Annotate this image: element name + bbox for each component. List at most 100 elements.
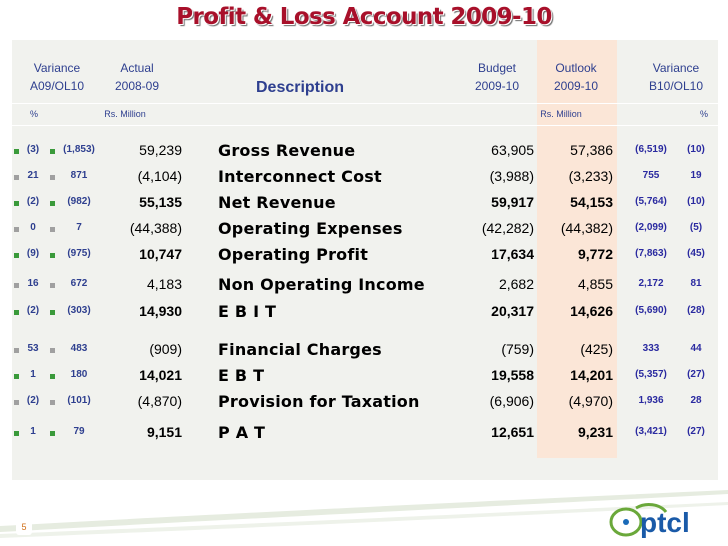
variance-percent-right: (28) [687,305,705,316]
row-indicator-icon [14,283,19,288]
row-description: Provision for Taxation [218,392,420,411]
outlook-value: 4,855 [577,276,613,292]
row-indicator-icon [50,348,55,353]
budget-value: 19,558 [491,367,534,383]
budget-value: (759) [501,341,534,357]
actual-value: (44,388) [129,220,182,236]
outlook-value: 9,772 [577,246,613,262]
header-outlook-period: 2009-10 [553,79,599,93]
budget-value: 17,634 [491,246,534,262]
variance-percent-right: 81 [690,278,702,289]
actual-value: 59,239 [139,142,182,158]
variance-amount-left: (975) [67,248,91,259]
table-row: 53 483 (909) Financial Charges (759) (425) 333… [0,340,728,362]
variance-percent-left: 1 [30,369,36,380]
page-title: Profit & Loss Account 2009-10 [176,4,552,30]
header-divider [12,103,718,104]
unit-rs-million-left: Rs. Million [104,109,146,119]
actual-value: 4,183 [146,276,182,292]
unit-percent-left: % [29,109,38,119]
actual-value: 14,930 [139,303,182,319]
variance-percent-left: (3) [26,144,40,155]
row-description: P A T [218,423,266,442]
variance-percent-left: 1 [30,426,36,437]
variance-percent-right: 19 [690,170,702,181]
variance-percent-left: 53 [27,343,39,354]
table-row: (2) (982) 55,135 Net Revenue 59,917 54,153 (5,… [0,193,728,215]
row-description: Net Revenue [218,193,336,212]
header-variance-left-period: A09/OL10 [29,79,85,93]
row-description: Non Operating Income [218,275,425,294]
variance-amount-left: (1,853) [63,144,95,155]
outlook-value: (4,970) [568,393,613,409]
row-indicator-icon [50,283,55,288]
unit-percent-right: % [699,109,708,119]
row-indicator-icon [50,253,55,258]
variance-percent-right: (10) [687,196,705,207]
actual-value: 9,151 [146,424,182,440]
variance-amount-right: (3,421) [635,426,667,437]
row-indicator-icon [50,175,55,180]
row-indicator-icon [14,253,19,258]
variance-amount-left: (982) [67,196,91,207]
row-indicator-icon [50,310,55,315]
variance-amount-right: 1,936 [638,395,664,406]
row-indicator-icon [50,149,55,154]
variance-amount-right: 755 [642,170,660,181]
variance-amount-left: (303) [67,305,91,316]
outlook-value: 14,626 [570,303,613,319]
variance-amount-right: (5,357) [635,369,667,380]
budget-value: (3,988) [489,168,534,184]
unit-rs-million-right: Rs. Million [540,109,582,119]
variance-amount-right: 2,172 [638,278,664,289]
budget-value: 12,651 [491,424,534,440]
footer-ribbon [0,490,728,538]
row-indicator-icon [50,374,55,379]
actual-value: 14,021 [139,367,182,383]
actual-value: (909) [149,341,182,357]
variance-amount-left: 7 [76,222,82,233]
row-indicator-icon [14,431,19,436]
variance-percent-right: (27) [687,369,705,380]
budget-value: 63,905 [491,142,534,158]
variance-percent-right: 44 [690,343,702,354]
row-indicator-icon [50,400,55,405]
header-outlook: Outlook [555,61,597,75]
outlook-value: 9,231 [577,424,613,440]
variance-percent-left: (9) [26,248,40,259]
table-row: (3) (1,853) 59,239 Gross Revenue 63,905 57,38… [0,141,728,163]
variance-percent-left: 21 [27,170,39,181]
table-row: (9) (975) 10,747 Operating Profit 17,634 9,77… [0,245,728,267]
ptcl-logo: ptcl [606,500,718,540]
row-indicator-icon [50,431,55,436]
header-variance-right-period: B10/OL10 [648,79,704,93]
outlook-column-highlight [537,40,617,458]
table-row: 16 672 4,183 Non Operating Income 2,682 4,855… [0,275,728,297]
variance-amount-left: 871 [70,170,88,181]
budget-value: (42,282) [481,220,534,236]
outlook-value: (44,382) [560,220,613,236]
row-description: Gross Revenue [218,141,356,160]
header-actual-period: 2008-09 [114,79,160,93]
variance-amount-left: (101) [67,395,91,406]
header-description: Description [255,79,344,96]
header-budget-period: 2009-10 [474,79,520,93]
row-indicator-icon [14,201,19,206]
variance-amount-right: 333 [642,343,660,354]
variance-percent-right: (10) [687,144,705,155]
row-indicator-icon [50,227,55,232]
actual-value: 55,135 [139,194,182,210]
variance-amount-left: 180 [70,369,88,380]
outlook-value: 14,201 [570,367,613,383]
actual-value: (4,870) [137,393,182,409]
row-description: E B I T [218,302,277,321]
variance-percent-left: 0 [30,222,36,233]
outlook-value: 57,386 [570,142,613,158]
ptcl-logo-icon: ptcl [609,503,690,538]
variance-amount-right: (5,690) [635,305,667,316]
outlook-value: 54,153 [570,194,613,210]
outlook-value: (3,233) [568,168,613,184]
row-indicator-icon [14,227,19,232]
variance-amount-right: (2,099) [635,222,667,233]
row-indicator-icon [14,400,19,405]
